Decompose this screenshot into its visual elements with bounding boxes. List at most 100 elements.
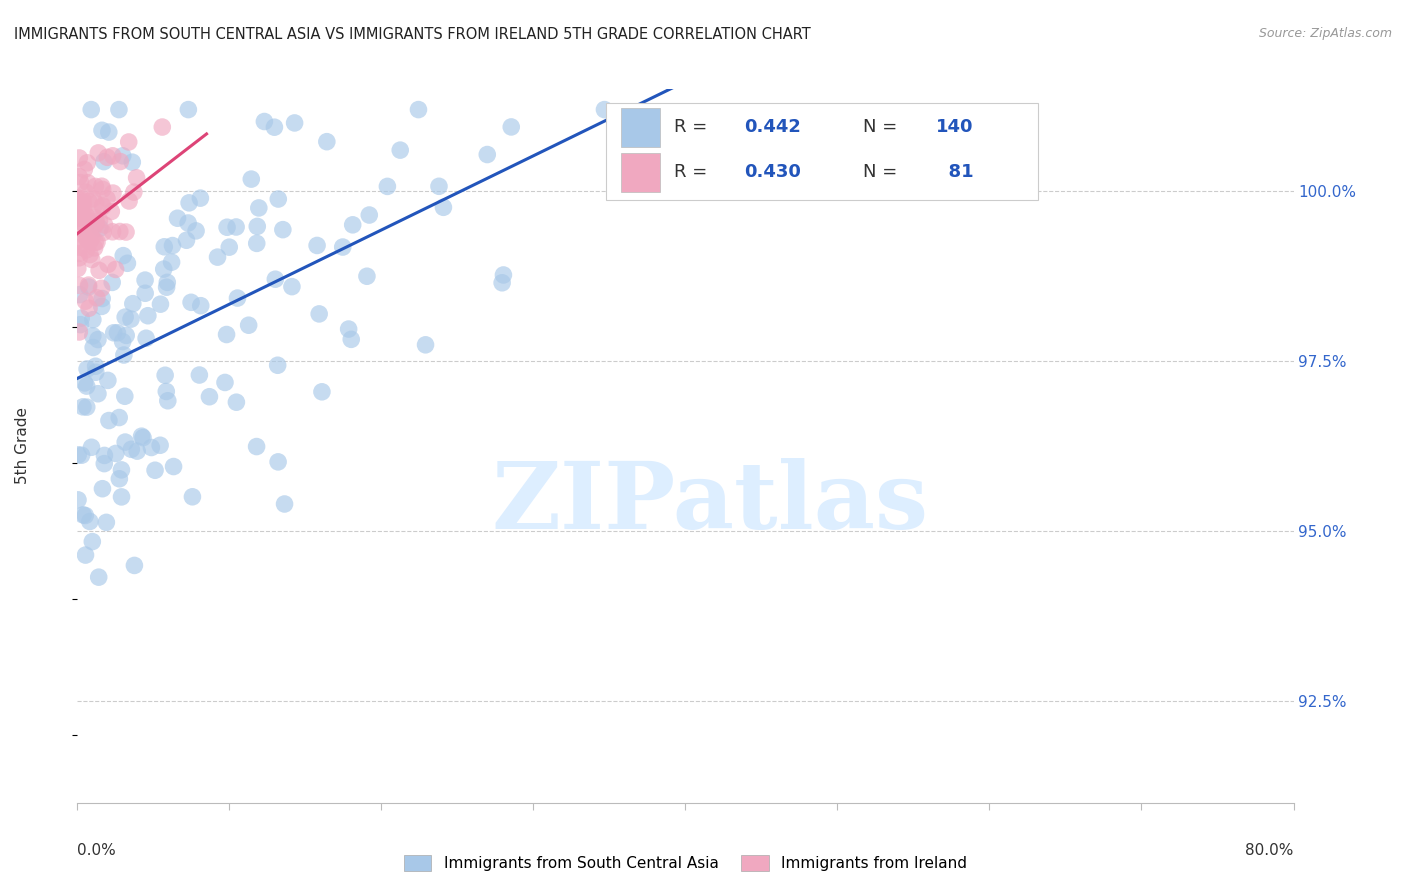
Text: 0.430: 0.430 (744, 163, 800, 181)
Point (115, 328, 138, 343)
Point (76, 362, 98, 376)
Point (246, 219, 269, 234)
FancyBboxPatch shape (621, 108, 659, 147)
Point (337, 322, 360, 336)
Point (112, 348, 135, 362)
Point (180, 295, 202, 310)
Point (87, 145, 110, 160)
Legend: Immigrants from South Central Asia, Immigrants from Ireland: Immigrants from South Central Asia, Immi… (398, 849, 973, 877)
Point (84, 179, 107, 194)
Point (87, 263, 110, 277)
Point (263, 120, 285, 135)
Point (91, 199, 114, 213)
Point (82, 221, 104, 235)
Point (501, 120, 523, 134)
Point (214, 376, 236, 390)
Point (97, 413, 120, 427)
Point (101, 149, 124, 163)
Point (84, 196, 107, 211)
Point (69, 318, 91, 332)
Point (76, 176, 98, 190)
Point (284, 116, 307, 130)
Point (131, 429, 153, 443)
Point (156, 280, 179, 294)
Point (77, 278, 100, 293)
Point (177, 103, 200, 117)
Point (162, 238, 184, 252)
Point (79, 235, 101, 249)
Point (111, 149, 134, 163)
Point (143, 463, 166, 477)
Point (75, 209, 97, 223)
Point (315, 135, 337, 149)
Point (70, 448, 93, 462)
Point (415, 338, 437, 352)
Point (77, 280, 100, 294)
Point (67, 191, 90, 205)
Point (264, 272, 287, 286)
Point (82, 329, 104, 343)
Point (86, 235, 108, 249)
Text: Source: ZipAtlas.com: Source: ZipAtlas.com (1258, 27, 1392, 40)
Point (162, 459, 184, 474)
Point (111, 334, 134, 349)
Point (121, 155, 143, 169)
FancyBboxPatch shape (606, 103, 1038, 200)
Point (340, 332, 363, 346)
Point (76, 229, 98, 244)
Point (136, 309, 159, 323)
Point (110, 463, 132, 477)
Point (149, 438, 172, 452)
Point (84, 235, 107, 250)
Point (176, 233, 198, 247)
Point (87, 333, 110, 347)
Text: R =: R = (675, 163, 713, 181)
Point (82, 312, 104, 326)
Point (389, 143, 412, 157)
Point (114, 310, 136, 324)
Point (198, 390, 221, 404)
Point (97, 125, 120, 139)
Point (79, 227, 101, 241)
Point (218, 240, 240, 254)
Point (156, 276, 179, 290)
Text: 0.0%: 0.0% (77, 843, 117, 858)
Point (77, 301, 100, 316)
Point (188, 368, 211, 382)
Point (115, 225, 138, 239)
Point (75, 508, 97, 523)
Point (82, 534, 104, 549)
Point (67, 151, 90, 165)
Point (75, 211, 97, 225)
Point (477, 147, 499, 161)
Point (97, 257, 120, 271)
Point (217, 220, 239, 235)
Point (75, 230, 97, 244)
Point (75, 548, 97, 562)
Point (267, 455, 290, 469)
Point (93, 449, 115, 463)
Text: 5th Grade: 5th Grade (15, 408, 30, 484)
Point (66, 192, 89, 206)
Point (492, 268, 515, 282)
Point (240, 172, 263, 186)
Point (73, 162, 96, 177)
Point (127, 444, 149, 458)
Point (432, 200, 454, 214)
Point (76, 400, 98, 414)
Point (166, 211, 188, 226)
Point (408, 103, 430, 117)
Point (271, 222, 294, 236)
Point (69, 287, 91, 301)
Point (87, 570, 110, 584)
Point (79, 515, 101, 529)
Point (253, 114, 276, 128)
Point (89, 213, 111, 227)
Point (207, 250, 229, 264)
Point (69, 211, 91, 225)
Point (69, 240, 91, 254)
Point (238, 318, 260, 333)
Point (124, 558, 146, 573)
Point (332, 240, 354, 254)
Text: ZIPatlas: ZIPatlas (491, 458, 928, 548)
